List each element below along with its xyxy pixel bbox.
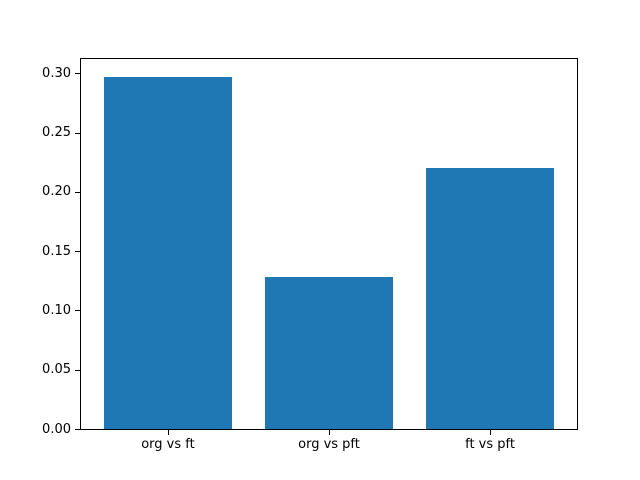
x-tick-mark xyxy=(167,430,169,435)
y-tick-mark xyxy=(75,132,80,134)
y-tick-mark xyxy=(75,191,80,193)
y-tick-mark xyxy=(75,369,80,371)
x-tick-mark xyxy=(329,430,330,435)
y-tick-label: 0.10 xyxy=(42,302,71,318)
plot-area: org vs ft org vs pft ft vs pft 0.00 0.05 0.10… xyxy=(42,58,578,451)
bar-ft-vs-pft xyxy=(425,168,555,429)
y-tick-mark xyxy=(75,429,80,430)
x-tick-label: ft vs pft xyxy=(465,437,515,452)
bar-org-vs-ft xyxy=(103,76,233,429)
y-tick-label: 0.00 xyxy=(42,421,71,437)
y-tick-mark xyxy=(75,73,80,75)
y-tick-label: 0.30 xyxy=(42,65,71,81)
x-tick-mark xyxy=(490,430,492,435)
y-tick-label: 0.15 xyxy=(42,243,71,259)
y-tick-mark xyxy=(75,251,80,253)
y-tick-label: 0.05 xyxy=(42,362,71,378)
x-tick-label: org vs ft xyxy=(141,437,195,452)
y-tick-label: 0.20 xyxy=(42,184,71,200)
x-tick-label: org vs pft xyxy=(298,437,360,452)
bar-org-vs-pft xyxy=(264,277,394,429)
y-tick-mark xyxy=(75,310,80,312)
y-tick-label: 0.25 xyxy=(42,125,71,141)
